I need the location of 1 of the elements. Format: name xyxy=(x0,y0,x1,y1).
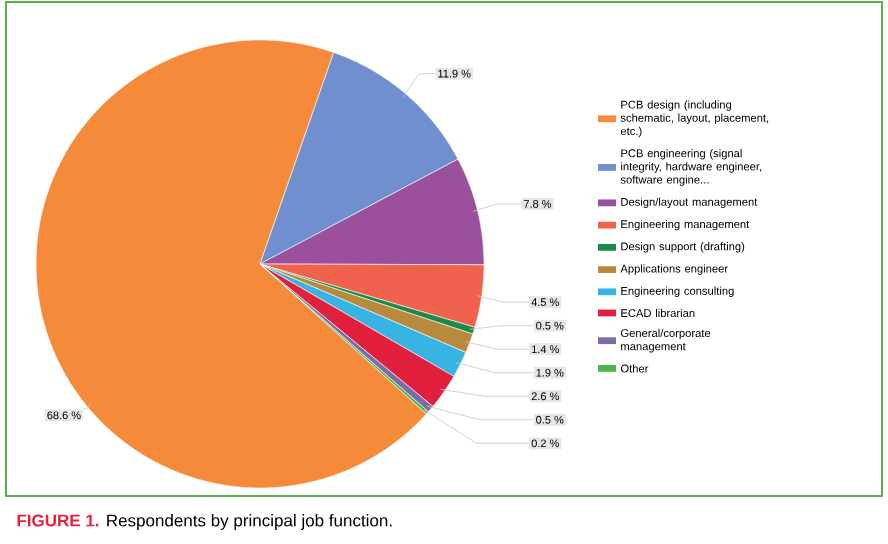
text: FIGURE 1. Respondents by principal job function. xyxy=(17,514,392,530)
